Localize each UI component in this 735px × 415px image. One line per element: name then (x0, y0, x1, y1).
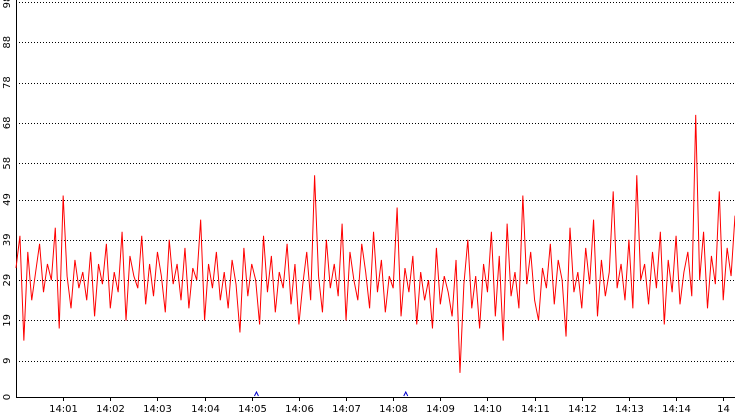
y-tick-label: 68 (2, 117, 13, 130)
grid-lines (16, 2, 735, 362)
event-marker (403, 390, 409, 397)
x-tick-label: 14:12 (568, 404, 597, 415)
y-tick-label: 98 (2, 0, 13, 8)
x-tick-label: 14:14 (662, 404, 691, 415)
y-tick-labels: 0 9 19 29 39 49 58 68 78 88 98 (2, 0, 13, 400)
axes (16, 0, 735, 398)
x-tick-label: 14:04 (191, 404, 220, 415)
x-tick-label: 14:10 (473, 404, 502, 415)
series-group (15, 114, 735, 373)
series-line (15, 114, 735, 373)
y-tick-label: 9 (2, 358, 13, 364)
x-tick-label: 14:11 (521, 404, 550, 415)
x-tick-label: 14:08 (379, 404, 408, 415)
x-tick-label: 14:06 (285, 404, 314, 415)
y-tick-label: 49 (2, 193, 13, 206)
event-marker (254, 390, 259, 397)
x-tick-label: 14 (717, 404, 730, 415)
y-tick-label: 29 (2, 274, 13, 287)
y-tick-label: 58 (2, 157, 13, 170)
event-markers (254, 390, 409, 397)
x-tick-labels: 14:01 14:02 14:03 14:04 14:05 14:06 14:07 14:08… (49, 397, 730, 415)
y-tick-label: 78 (2, 76, 13, 89)
x-tick-label: 14:03 (143, 404, 172, 415)
y-tick-label: 19 (2, 314, 13, 327)
y-tick-label: 39 (2, 233, 13, 246)
x-tick-label: 14:07 (332, 404, 361, 415)
x-tick-label: 14:02 (96, 404, 125, 415)
x-tick-label: 14:13 (615, 404, 644, 415)
y-tick-label: 88 (2, 36, 13, 49)
x-tick-label: 14:05 (238, 404, 267, 415)
y-tick-label: 0 (2, 394, 13, 400)
x-tick-label: 14:09 (426, 404, 455, 415)
x-tick-label: 14:01 (49, 404, 78, 415)
